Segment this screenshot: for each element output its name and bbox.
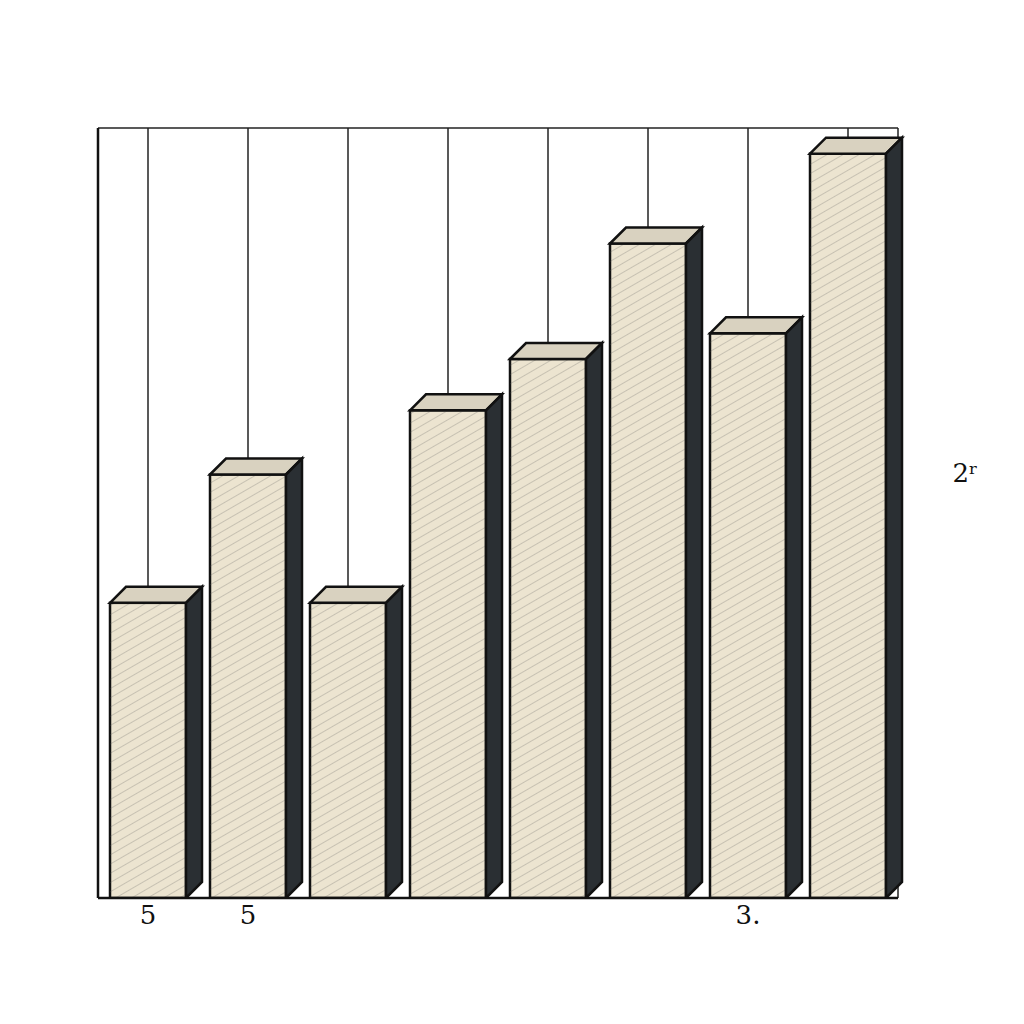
html-text:2ʳ: 2ʳ — [952, 458, 978, 488]
svg-text:5: 5 — [240, 900, 257, 930]
svg-text:5: 5 — [140, 900, 157, 930]
svg-text:3.: 3. — [736, 900, 761, 930]
